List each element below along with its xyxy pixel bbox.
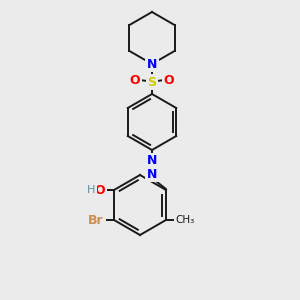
Text: O: O <box>164 74 174 86</box>
Text: H: H <box>87 185 95 195</box>
Text: O: O <box>95 184 105 196</box>
Text: N: N <box>147 154 157 167</box>
Text: Br: Br <box>88 214 104 226</box>
Text: N: N <box>147 58 157 70</box>
Text: S: S <box>148 76 157 88</box>
Text: CH₃: CH₃ <box>176 215 195 225</box>
Text: N: N <box>147 167 157 181</box>
Text: O: O <box>130 74 140 86</box>
